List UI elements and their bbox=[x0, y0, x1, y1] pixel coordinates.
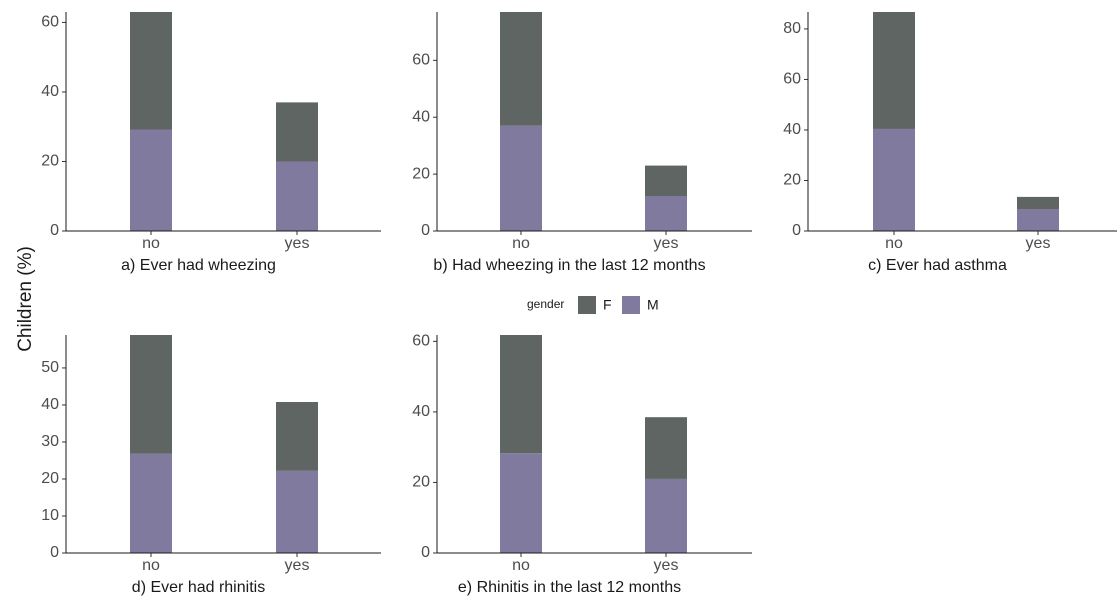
y-tick-label: 40 bbox=[783, 121, 801, 138]
x-tick-label: no bbox=[142, 235, 160, 252]
bar-segment bbox=[645, 165, 687, 197]
y-tick-label: 20 bbox=[412, 474, 430, 491]
bar-segment bbox=[873, 128, 915, 231]
y-tick-label: 40 bbox=[41, 83, 59, 100]
bar-segment bbox=[276, 161, 318, 231]
y-tick-label: 0 bbox=[421, 222, 430, 239]
bar-segment bbox=[645, 417, 687, 479]
bar-segment bbox=[500, 335, 542, 454]
y-tick-label: 20 bbox=[41, 153, 59, 170]
bar-segment bbox=[500, 12, 542, 126]
x-tick-label: yes bbox=[285, 557, 310, 574]
x-tick-label: no bbox=[512, 557, 530, 574]
x-tick-label: yes bbox=[654, 557, 679, 574]
bar-segment bbox=[1017, 196, 1059, 210]
y-tick-label: 0 bbox=[421, 544, 430, 561]
y-tick-label: 60 bbox=[412, 333, 430, 350]
bar-segment bbox=[130, 129, 172, 231]
legend-swatch bbox=[578, 296, 596, 314]
y-tick-label: 60 bbox=[412, 52, 430, 69]
bar-segment bbox=[645, 196, 687, 231]
legend-label: M bbox=[647, 297, 659, 313]
bar-segment bbox=[276, 401, 318, 471]
y-tick-label: 0 bbox=[50, 222, 59, 239]
panel-title: c) Ever had asthma bbox=[868, 257, 1007, 274]
y-tick-label: 40 bbox=[412, 108, 430, 125]
y-tick-label: 40 bbox=[412, 403, 430, 420]
y-tick-label: 80 bbox=[783, 20, 801, 37]
panel-title: e) Rhinitis in the last 12 months bbox=[458, 579, 681, 596]
legend-title: gender bbox=[527, 297, 564, 311]
y-tick-label: 0 bbox=[50, 544, 59, 561]
panel-title: b) Had wheezing in the last 12 months bbox=[433, 257, 705, 274]
y-tick-label: 20 bbox=[41, 470, 59, 487]
panel-title: d) Ever had rhinitis bbox=[132, 579, 265, 596]
bar-segment bbox=[130, 12, 172, 130]
x-tick-label: yes bbox=[1026, 235, 1051, 252]
bar-segment bbox=[873, 12, 915, 129]
bar-segment bbox=[1017, 209, 1059, 231]
bar-segment bbox=[276, 102, 318, 162]
y-tick-label: 30 bbox=[41, 433, 59, 450]
x-tick-label: no bbox=[885, 235, 903, 252]
bar-segment bbox=[500, 125, 542, 231]
bar-segment bbox=[130, 453, 172, 553]
y-tick-label: 60 bbox=[41, 14, 59, 31]
x-tick-label: no bbox=[142, 557, 160, 574]
bar-segment bbox=[276, 470, 318, 553]
y-tick-label: 0 bbox=[792, 222, 801, 239]
y-tick-label: 40 bbox=[41, 396, 59, 413]
legend-swatch bbox=[622, 296, 640, 314]
y-tick-label: 60 bbox=[783, 71, 801, 88]
y-axis-label: Children (%) bbox=[15, 246, 36, 352]
x-tick-label: yes bbox=[654, 235, 679, 252]
bar-segment bbox=[130, 335, 172, 454]
bar-segment bbox=[500, 453, 542, 553]
legend-label: F bbox=[603, 297, 612, 313]
x-tick-label: no bbox=[512, 235, 530, 252]
y-tick-label: 20 bbox=[412, 165, 430, 182]
y-tick-label: 50 bbox=[41, 359, 59, 376]
y-tick-label: 20 bbox=[783, 172, 801, 189]
panel-title: a) Ever had wheezing bbox=[121, 257, 276, 274]
y-tick-label: 10 bbox=[41, 507, 59, 524]
x-tick-label: yes bbox=[285, 235, 310, 252]
bar-segment bbox=[645, 478, 687, 553]
